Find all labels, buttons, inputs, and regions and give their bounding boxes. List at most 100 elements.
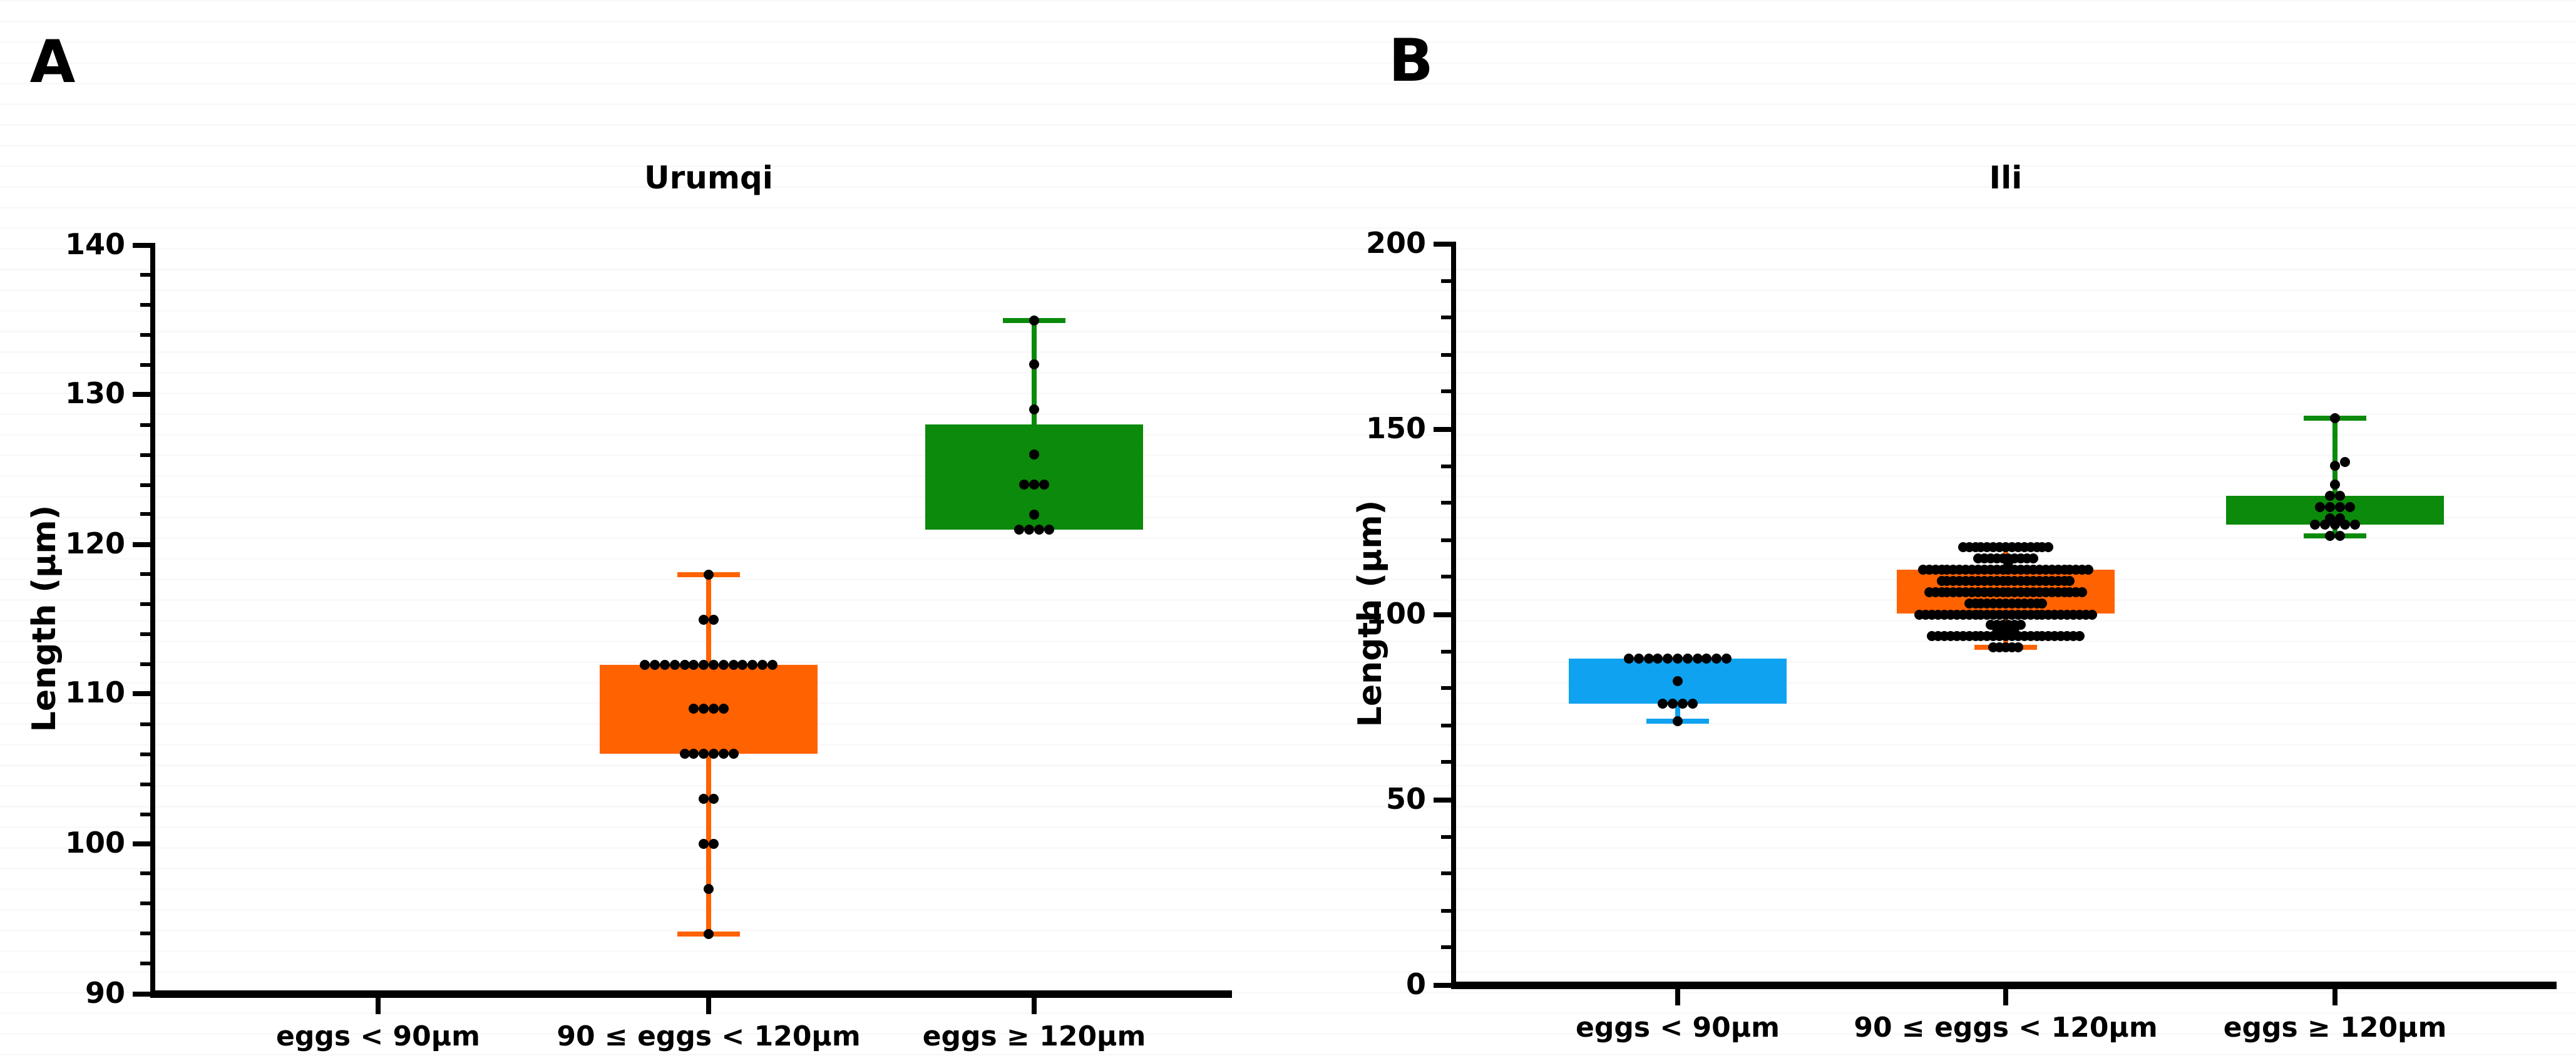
data-dot [704,569,714,580]
data-dot [1682,654,1693,664]
x-tick [706,997,711,1014]
y-tick-label: 90 [85,977,125,1010]
y-minor-tick [140,303,150,307]
data-dot [2344,501,2355,512]
y-tick-label: 100 [64,827,125,860]
y-tick-label: 120 [64,528,125,561]
y-major-tick [1434,612,1451,617]
data-dot [640,659,650,669]
data-dot [2320,520,2331,530]
data-dot [1687,698,1698,709]
y-minor-tick [140,782,150,786]
y-minor-tick [140,453,150,457]
data-dot [737,659,748,669]
y-minor-tick [140,362,150,367]
y-minor-tick [1441,834,1451,839]
y-minor-tick [1441,908,1451,913]
data-dot [679,659,689,669]
panel-letter-b: B [1388,27,1434,96]
x-tick [1032,997,1037,1014]
data-dot [2339,520,2350,530]
y-major-tick [133,841,150,846]
data-dot [757,659,767,669]
data-dot [699,794,709,804]
data-dot [2340,457,2350,468]
y-axis [150,242,155,997]
data-dot [689,659,699,669]
data-dot [689,704,699,714]
y-minor-tick [140,962,150,966]
y-tick-label: 150 [1365,413,1426,445]
data-dot [2330,520,2340,530]
data-dot [699,749,709,759]
y-minor-tick [140,423,150,427]
y-major-tick [133,991,150,996]
data-dot [2334,490,2345,501]
whisker-low [2332,525,2337,537]
data-dot [2315,501,2326,512]
x-category-label: eggs < 90μm [1576,1012,1780,1044]
panel-a-title: Urumqi [644,160,773,196]
data-dot [1658,698,1668,709]
data-dot [1029,509,1039,520]
y-minor-tick [1441,945,1451,950]
data-dot [679,749,689,759]
y-minor-tick [140,512,150,516]
data-dot [1692,654,1703,664]
data-dot [2086,609,2097,619]
y-tick-label: 130 [64,378,125,411]
data-dot [1673,675,1683,686]
data-dot [1029,359,1039,370]
data-dot [708,794,719,804]
data-dot [2330,413,2340,423]
data-dot [708,838,719,849]
y-minor-tick [140,333,150,337]
panel-letter-a: A [29,28,76,97]
y-minor-tick [1441,279,1451,283]
data-dot [1029,449,1039,460]
x-tick [2003,989,2008,1005]
data-dot [689,749,699,759]
data-dot [708,749,719,759]
data-dot [1029,315,1039,326]
data-dot [1039,480,1049,490]
data-dot [1711,654,1722,664]
data-dot [718,749,729,759]
data-dot [699,659,709,669]
y-major-tick [1434,797,1451,802]
data-dot [1701,654,1712,664]
data-dot [2037,598,2048,609]
y-major-tick [1434,426,1451,431]
data-dot [728,749,738,759]
y-minor-tick [1441,538,1451,542]
data-dot [767,659,777,669]
data-dot [669,659,680,669]
data-dot [728,659,738,669]
y-minor-tick [140,722,150,726]
data-dot [1044,524,1054,535]
data-dot [1029,480,1039,490]
y-minor-tick [140,812,150,816]
data-dot [1673,716,1683,727]
y-minor-tick [1441,871,1451,876]
data-dot [1034,524,1044,535]
y-minor-tick [140,572,150,577]
data-dot [2334,531,2345,542]
y-minor-tick [140,273,150,277]
data-dot [1624,654,1634,664]
y-minor-tick [1441,501,1451,505]
y-minor-tick [140,632,150,637]
data-dot [2074,631,2085,642]
data-dot [1663,654,1673,664]
y-minor-tick [140,901,150,906]
data-dot [1019,480,1030,490]
y-minor-tick [1441,760,1451,764]
data-dot [1668,698,1678,709]
x-tick [376,997,381,1014]
y-major-tick [1434,241,1451,246]
y-minor-tick [1441,352,1451,357]
y-minor-tick [140,752,150,756]
data-dot [699,704,709,714]
y-minor-tick [140,602,150,607]
